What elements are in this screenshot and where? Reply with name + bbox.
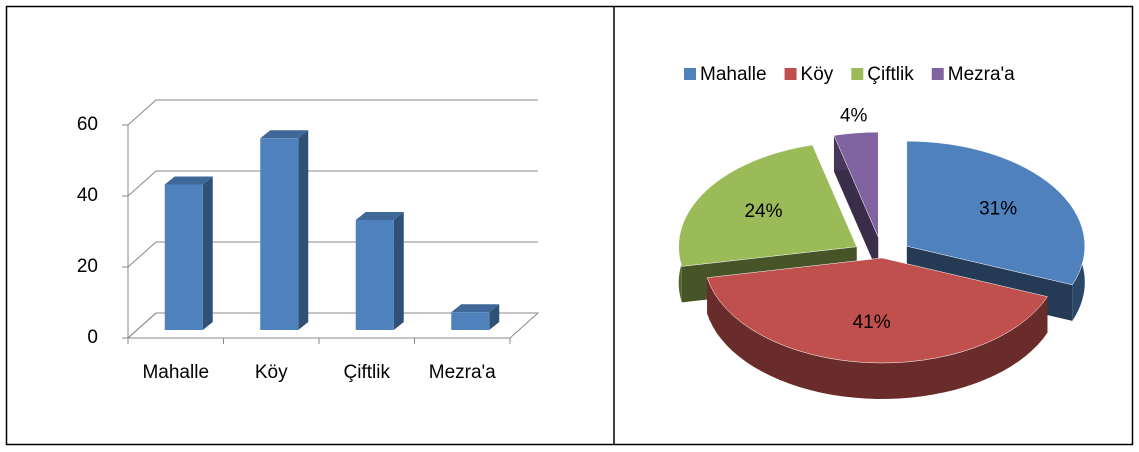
y-tick-label: 0: [87, 327, 98, 348]
data-label: 24%: [744, 201, 782, 222]
legend-label: Mezra'a: [948, 64, 1015, 85]
bar: [164, 184, 203, 330]
y-tick-label: 20: [77, 256, 98, 277]
bar-top: [451, 304, 500, 313]
bar-side: [202, 176, 213, 330]
bar-side: [393, 211, 404, 330]
grid-line: [127, 312, 538, 339]
legend-swatch: [931, 68, 944, 80]
legend-swatch: [784, 68, 797, 80]
x-tick-label: Mezra'a: [429, 362, 496, 383]
legend-label: Köy: [801, 64, 834, 85]
legend-swatch: [684, 68, 696, 80]
bar-side: [489, 304, 500, 330]
bar-side: [298, 130, 309, 330]
bar: [260, 138, 299, 330]
grid-line: [127, 241, 538, 268]
data-label: 31%: [979, 199, 1017, 220]
grid-line: [127, 170, 538, 197]
x-tick-label: Köy: [255, 362, 288, 383]
slice-side: [707, 277, 1048, 399]
bar-top: [164, 176, 213, 185]
y-tick-label: 60: [77, 114, 98, 135]
slice: [906, 140, 1086, 286]
bar: [355, 219, 394, 330]
grid-line: [127, 99, 538, 126]
bar-top: [355, 211, 404, 220]
legend-label: Mahalle: [700, 64, 767, 85]
slice: [678, 144, 858, 267]
bar: [451, 312, 490, 330]
legend-swatch: [851, 68, 864, 80]
legend-label: Çiftlik: [867, 64, 914, 85]
data-label: 4%: [840, 106, 868, 127]
y-tick-label: 40: [77, 185, 98, 206]
bar-top: [260, 130, 309, 139]
data-label: 41%: [853, 312, 891, 333]
x-tick-label: Çiftlik: [344, 362, 391, 383]
x-tick-label: Mahalle: [142, 362, 209, 383]
slice: [706, 257, 1048, 364]
slice: [833, 131, 879, 238]
